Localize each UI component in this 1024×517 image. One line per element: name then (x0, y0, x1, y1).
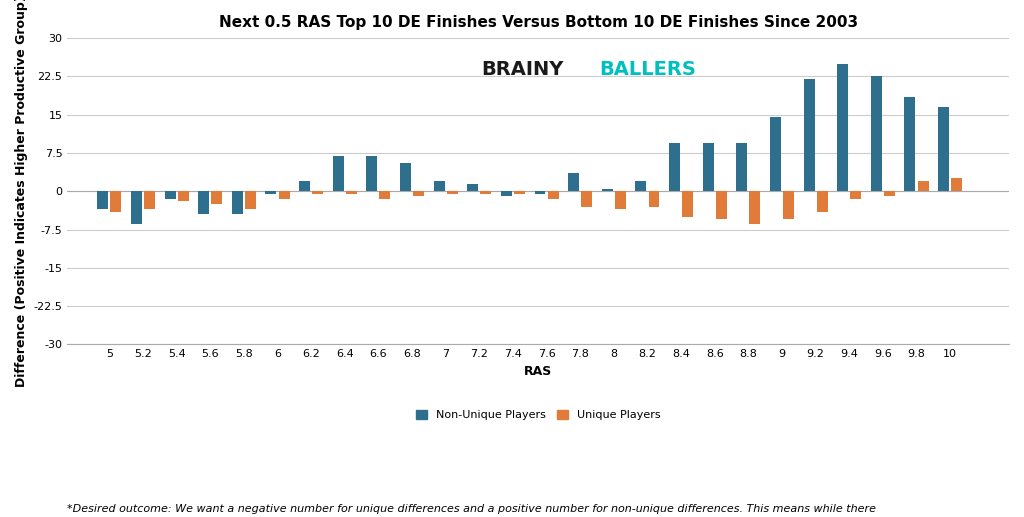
Bar (380, 191, 390, 199)
Bar (211, 191, 222, 204)
Bar (568, 173, 580, 191)
Bar (602, 189, 612, 191)
Bar (951, 178, 963, 191)
Bar (265, 191, 276, 194)
Bar (279, 191, 290, 199)
Text: BALLERS: BALLERS (599, 59, 696, 79)
Bar (245, 191, 256, 209)
Bar (682, 191, 693, 217)
Bar (131, 191, 142, 224)
Bar (199, 191, 209, 214)
Text: *Desired outcome: We want a negative number for unique differences and a positiv: *Desired outcome: We want a negative num… (67, 505, 876, 514)
Bar (582, 191, 592, 207)
Bar (333, 156, 344, 191)
Bar (501, 191, 512, 196)
Bar (480, 191, 492, 194)
Bar (299, 181, 310, 191)
Bar (400, 163, 411, 191)
Bar (178, 191, 188, 202)
Bar (904, 97, 915, 191)
Bar (636, 181, 646, 191)
Bar (817, 191, 827, 211)
Bar (144, 191, 155, 209)
Bar (870, 77, 882, 191)
X-axis label: RAS: RAS (524, 365, 552, 378)
Bar (413, 191, 424, 196)
Bar (938, 107, 949, 191)
Bar (231, 191, 243, 214)
Bar (548, 191, 558, 199)
Bar (804, 79, 814, 191)
Bar (770, 117, 781, 191)
Title: Next 0.5 RAS Top 10 DE Finishes Versus Bottom 10 DE Finishes Since 2003: Next 0.5 RAS Top 10 DE Finishes Versus B… (218, 15, 858, 30)
Bar (446, 191, 458, 194)
Bar (918, 181, 929, 191)
Bar (346, 191, 356, 194)
Bar (669, 143, 680, 191)
Bar (750, 191, 761, 224)
Bar (838, 64, 848, 191)
Bar (514, 191, 525, 194)
Bar (433, 181, 444, 191)
Bar (884, 191, 895, 196)
Bar (736, 143, 748, 191)
Bar (614, 191, 626, 209)
Bar (312, 191, 324, 194)
Legend: Non-Unique Players, Unique Players: Non-Unique Players, Unique Players (412, 406, 665, 424)
Bar (97, 191, 109, 209)
Y-axis label: Difference (Positive Indicates Higher Productive Group): Difference (Positive Indicates Higher Pr… (15, 0, 28, 387)
Bar (111, 191, 122, 211)
Bar (783, 191, 794, 219)
Text: BRAINY: BRAINY (481, 59, 564, 79)
Bar (850, 191, 861, 199)
Bar (716, 191, 727, 219)
Bar (467, 184, 478, 191)
Bar (165, 191, 175, 199)
Bar (367, 156, 377, 191)
Bar (648, 191, 659, 207)
Bar (702, 143, 714, 191)
Bar (535, 191, 546, 194)
